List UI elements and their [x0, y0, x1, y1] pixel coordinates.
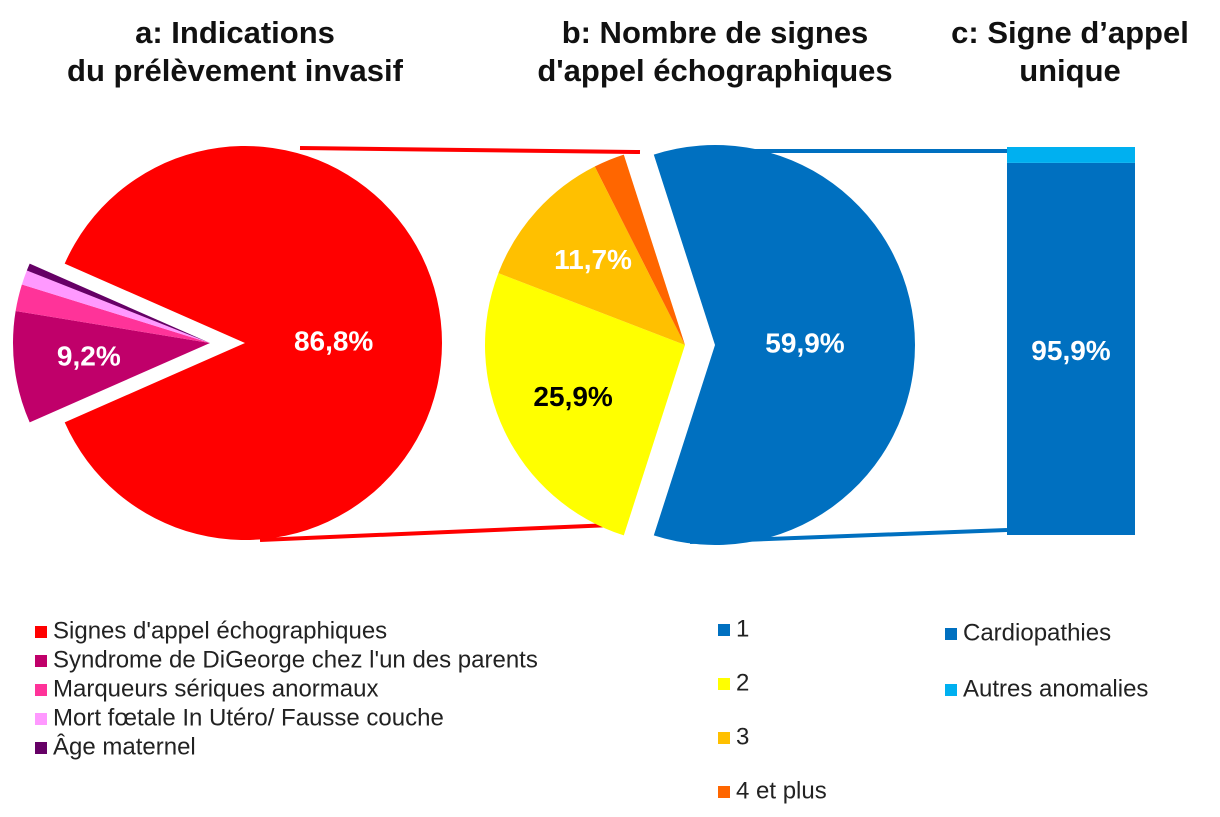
- legend-label: Syndrome de DiGeorge chez l'un des paren…: [53, 646, 538, 673]
- pie-slice: [12, 310, 211, 423]
- legend-swatch: [718, 624, 730, 636]
- pie-slice: [498, 166, 685, 345]
- data-label: 59,9%: [765, 327, 844, 358]
- legend-swatch: [35, 655, 47, 667]
- connector: [259, 523, 613, 542]
- pie-slice: [64, 145, 443, 540]
- pie-slice: [21, 270, 210, 343]
- pie-slice: [594, 154, 685, 345]
- legend-swatch: [945, 628, 957, 640]
- legend-label: Autres anomalies: [963, 675, 1148, 702]
- legend-label: 1: [736, 615, 749, 642]
- pie-slice: [653, 145, 915, 546]
- legend-label: Âge maternel: [53, 733, 196, 760]
- legend-label: Signes d'appel échographiques: [53, 617, 387, 644]
- legend-label: Mort fœtale In Utéro/ Fausse couche: [53, 704, 444, 731]
- bar-segment: [1007, 147, 1135, 163]
- data-label: 25,9%: [533, 381, 612, 412]
- legend-swatch: [35, 713, 47, 725]
- connector: [299, 146, 641, 154]
- chart-title: b: Nombre de signes d'appel échographiqu…: [537, 15, 893, 88]
- legend-label: 3: [736, 723, 749, 750]
- pie-slice: [15, 284, 211, 343]
- legend-swatch: [35, 626, 47, 638]
- legend-swatch: [945, 684, 957, 696]
- chart-title: a: Indications du prélèvement invasif: [67, 15, 403, 88]
- data-label: 95,9%: [1031, 335, 1110, 366]
- pie-slice: [484, 273, 685, 536]
- legend-swatch: [35, 684, 47, 696]
- pie-slice: [26, 263, 211, 343]
- data-label: 86,8%: [294, 325, 373, 356]
- bar-segment: [1007, 162, 1135, 535]
- legend-label: Cardiopathies: [963, 619, 1111, 646]
- legend-swatch: [718, 678, 730, 690]
- legend-swatch: [35, 742, 47, 754]
- legend-swatch: [718, 732, 730, 744]
- legend-label: 4 et plus: [736, 777, 827, 804]
- chart-title: c: Signe d’appel unique: [951, 15, 1189, 88]
- legend-label: Marqueurs sériques anormaux: [53, 675, 379, 702]
- data-label: 11,7%: [554, 244, 632, 275]
- data-label: 9,2%: [57, 341, 121, 372]
- legend-swatch: [718, 786, 730, 798]
- legend-label: 2: [736, 669, 749, 696]
